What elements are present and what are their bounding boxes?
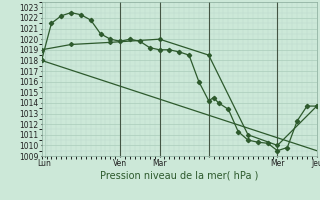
- X-axis label: Pression niveau de la mer( hPa ): Pression niveau de la mer( hPa ): [100, 171, 258, 181]
